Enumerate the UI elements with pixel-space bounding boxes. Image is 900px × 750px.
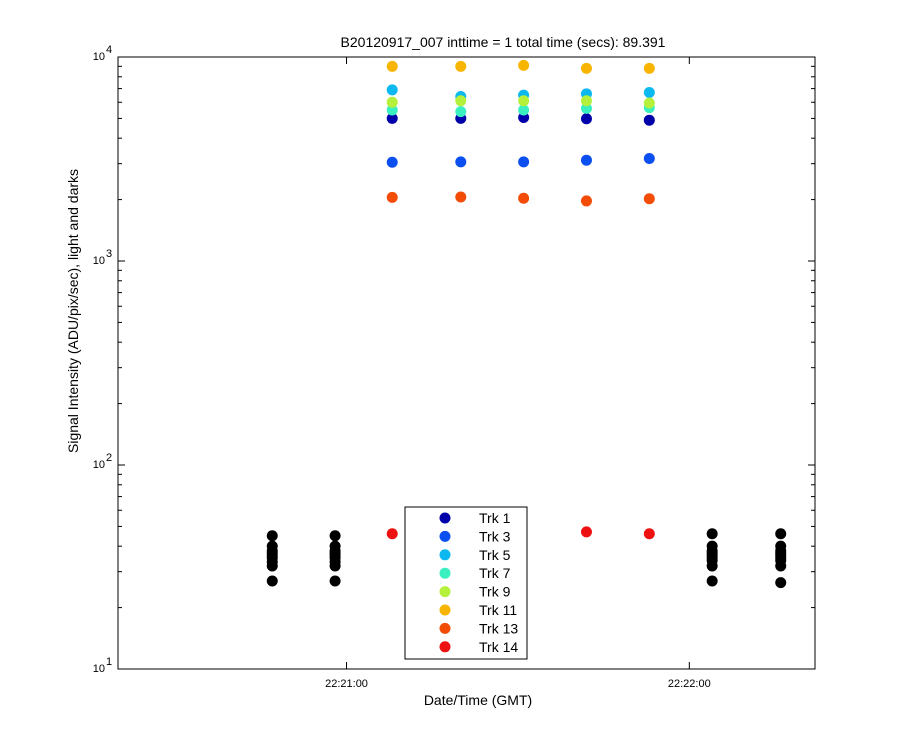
point-trk-5 [386,84,398,96]
legend-label: Trk 1 [479,510,511,526]
point-trk-1 [518,112,530,124]
dark-point [775,528,787,540]
x-tick-label: 22:21:00 [325,678,368,690]
dark-point [329,560,341,572]
point-trk-3 [643,153,655,165]
legend-marker [439,549,451,561]
data-marks [266,59,787,589]
chart-title: B20120917_007 inttime = 1 total time (se… [341,34,666,50]
legend-label: Trk 13 [479,620,518,636]
legend-box [404,506,528,660]
y-tick-label: 10 [93,459,105,471]
point-trk-7 [386,104,398,116]
x-axis-label: Date/Time (GMT) [424,692,532,708]
legend-marker [439,586,451,598]
dark-point [329,530,341,542]
legend-label: Trk 7 [479,565,511,581]
legend-marker [439,512,451,524]
dark-point [266,575,278,587]
plot-frame [117,56,816,670]
dark-point [706,528,718,540]
dark-point [775,560,787,572]
point-trk-14 [580,526,592,538]
legend-label: Trk 3 [479,528,511,544]
legend-marker [439,567,451,579]
point-trk-11 [643,62,655,74]
y-tick-label: 10 [93,663,105,675]
legend-label: Trk 14 [479,639,518,655]
dark-point [266,530,278,542]
point-trk-5 [643,86,655,98]
legend-label: Trk 5 [479,547,511,563]
point-trk-13 [386,191,398,203]
point-trk-13 [518,192,530,204]
point-trk-9 [580,95,592,107]
point-trk-1 [386,112,398,124]
point-trk-14 [386,528,398,540]
y-axis-label: Signal Intensity (ADU/pix/sec), light an… [65,169,81,453]
point-trk-13 [643,193,655,205]
legend-marker [439,622,451,634]
y-tick-label: 10 [93,51,105,63]
point-trk-9 [518,95,530,107]
dark-point [706,560,718,572]
point-trk-9 [455,95,467,107]
point-trk-9 [643,97,655,109]
point-trk-11 [455,60,467,72]
y-tick-label: 10 [93,255,105,267]
legend-marker [439,641,451,653]
legend-marker [439,530,451,542]
y-tick-exponent: 2 [106,452,112,464]
point-trk-1 [580,113,592,125]
x-tick-label: 22:22:00 [668,678,711,690]
point-trk-1 [643,114,655,126]
dark-point [329,575,341,587]
dark-point [266,560,278,572]
point-trk-13 [455,191,467,203]
legend-label: Trk 11 [479,602,517,618]
point-trk-3 [518,156,530,168]
dark-point [706,575,718,587]
point-trk-7 [518,104,530,116]
point-trk-7 [580,102,592,114]
dark-point [775,577,787,589]
point-trk-3 [580,154,592,166]
point-trk-11 [386,60,398,72]
y-tick-exponent: 3 [106,248,112,260]
legend-marker [439,604,451,616]
y-tick-exponent: 1 [106,656,112,668]
point-trk-11 [518,59,530,71]
point-trk-3 [386,156,398,168]
point-trk-11 [580,62,592,74]
point-trk-13 [580,195,592,207]
legend-label: Trk 9 [479,584,511,600]
point-trk-14 [643,528,655,540]
point-trk-3 [455,156,467,168]
point-trk-9 [386,96,398,108]
point-trk-7 [455,106,467,118]
y-tick-exponent: 4 [106,44,112,56]
legend: Trk 1 Trk 3 Trk 5 Trk 7 Trk 9 Trk 11 Trk 13 Trk… [404,506,528,660]
